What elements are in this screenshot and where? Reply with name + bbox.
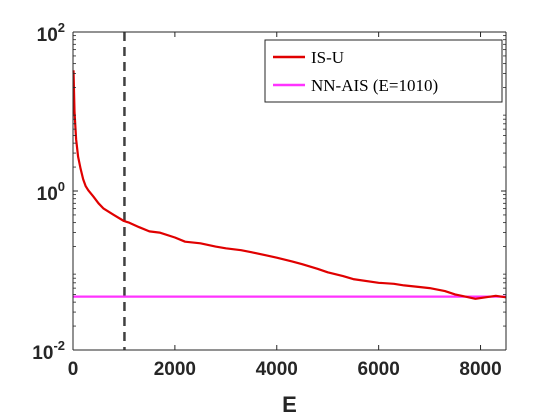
legend-label-nn-ais-e-1010: NN-AIS (E=1010) — [311, 76, 438, 95]
x-tick-label: 8000 — [459, 359, 501, 380]
axes: 0 2000 4000 6000 8000 10-2 100 102 — [32, 20, 507, 380]
legend-box — [264, 39, 503, 103]
x-tick-label: 2000 — [154, 359, 196, 380]
plot-area — [72, 32, 507, 350]
series-line-is-u — [72, 70, 507, 300]
legend: IS-U NN-AIS (E=1010) — [264, 39, 503, 103]
x-tick-label: 4000 — [256, 359, 298, 380]
x-tick-label: 0 — [68, 359, 79, 380]
x-axis-label: E — [282, 392, 297, 417]
legend-label-is-u: IS-U — [311, 48, 344, 67]
y-tick-label: 100 — [37, 179, 65, 205]
y-tick-label: 102 — [37, 20, 65, 46]
y-tick-label: 10-2 — [32, 338, 65, 364]
x-tick-label: 6000 — [358, 359, 400, 380]
